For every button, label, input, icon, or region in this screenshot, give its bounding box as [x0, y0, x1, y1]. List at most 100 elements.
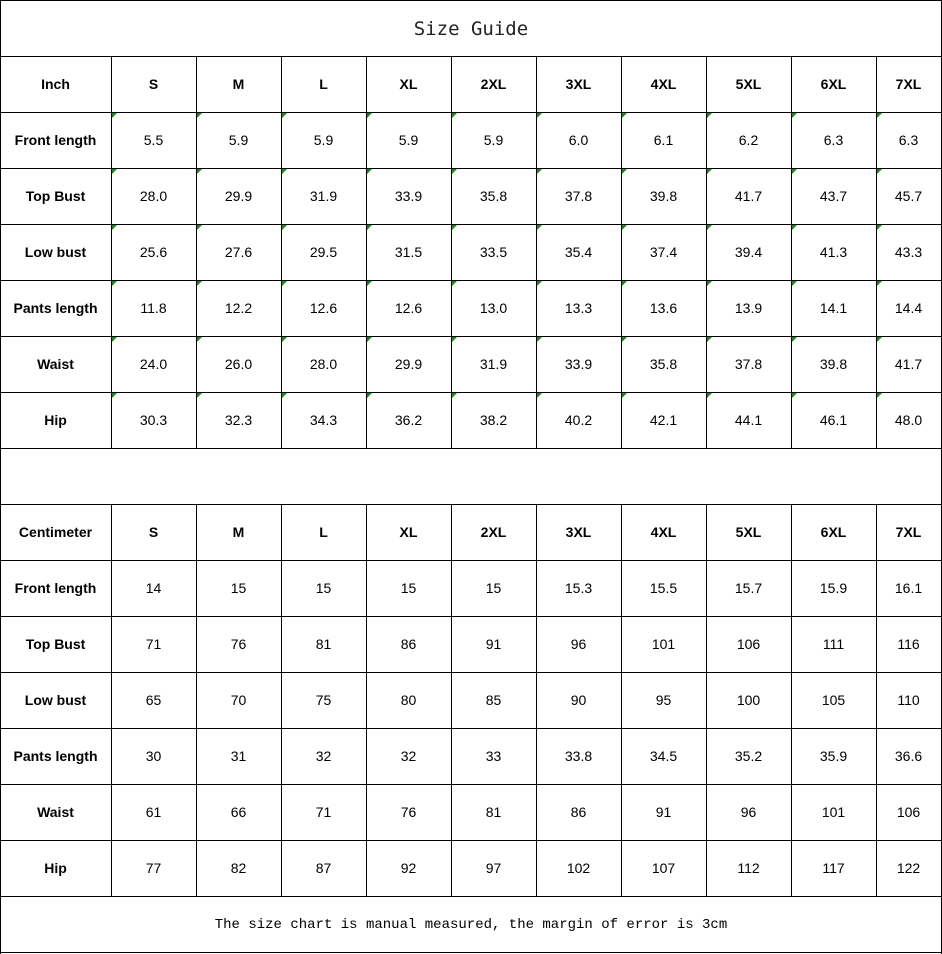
cell-marker-icon [282, 113, 287, 118]
measurement-cell: 96 [570, 636, 587, 652]
measurement-cell: 75 [315, 692, 332, 708]
measurement-cell: 36.6 [894, 748, 923, 764]
grid-line [196, 504, 197, 897]
grid-line [876, 504, 877, 897]
size-header-xl: XL [399, 76, 418, 92]
cell-marker-icon [452, 113, 457, 118]
measurement-cell: 37.4 [649, 244, 678, 260]
measurement-cell: 107 [651, 860, 676, 876]
measurement-cell: 12.2 [224, 300, 253, 316]
measurement-cell: 16.1 [894, 580, 923, 596]
measurement-cell: 36.2 [394, 412, 423, 428]
measurement-cell: 39.4 [734, 244, 763, 260]
grid-line [451, 504, 452, 897]
grid-line [791, 504, 792, 897]
cell-marker-icon [707, 169, 712, 174]
measurement-cell: 97 [485, 860, 502, 876]
grid-line [0, 336, 942, 337]
measurement-cell: 33.9 [394, 188, 423, 204]
cell-marker-icon [792, 113, 797, 118]
size-header-m: M [232, 524, 245, 540]
measurement-cell: 13.3 [564, 300, 593, 316]
grid-line [0, 448, 942, 449]
measurement-cell: 81 [315, 636, 332, 652]
measurement-cell: 14 [145, 580, 162, 596]
grid-line [621, 504, 622, 897]
measurement-cell: 46.1 [819, 412, 848, 428]
size-header-6xl: 6XL [820, 76, 847, 92]
size-header-l: L [319, 76, 328, 92]
measurement-cell: 5.9 [313, 132, 334, 148]
cell-marker-icon [707, 337, 712, 342]
cell-marker-icon [367, 393, 372, 398]
measurement-cell: 31.9 [479, 356, 508, 372]
grid-line [0, 280, 942, 281]
grid-line [706, 56, 707, 449]
cell-marker-icon [792, 337, 797, 342]
row-label: Hip [44, 412, 67, 428]
cell-marker-icon [282, 281, 287, 286]
row-label: Waist [37, 804, 74, 820]
measurement-cell: 106 [896, 804, 921, 820]
size-header-m: M [232, 76, 245, 92]
grid-line [791, 56, 792, 449]
measurement-cell: 5.5 [143, 132, 164, 148]
measurement-cell: 5.9 [398, 132, 419, 148]
cell-marker-icon [537, 393, 542, 398]
measurement-cell: 102 [566, 860, 591, 876]
cell-marker-icon [452, 225, 457, 230]
measurement-cell: 15 [485, 580, 502, 596]
measurement-cell: 66 [230, 804, 247, 820]
grid-line [0, 56, 942, 57]
measurement-cell: 33.5 [479, 244, 508, 260]
measurement-cell: 65 [145, 692, 162, 708]
row-label: Low bust [24, 692, 87, 708]
measurement-cell: 43.3 [894, 244, 923, 260]
row-label: Front length [14, 132, 97, 148]
cell-marker-icon [877, 225, 882, 230]
size-header-5xl: 5XL [735, 524, 762, 540]
measurement-cell: 91 [485, 636, 502, 652]
row-label: Top Bust [25, 188, 86, 204]
measurement-cell: 30 [145, 748, 162, 764]
unit-label: Inch [41, 76, 70, 92]
measurement-cell: 31 [230, 748, 247, 764]
cell-marker-icon [792, 281, 797, 286]
footnote: The size chart is manual measured, the m… [214, 916, 728, 933]
size-header-4xl: 4XL [650, 524, 677, 540]
grid-line [536, 56, 537, 449]
grid-line [111, 504, 112, 897]
measurement-cell: 32 [315, 748, 332, 764]
measurement-cell: 38.2 [479, 412, 508, 428]
measurement-cell: 15 [315, 580, 332, 596]
measurement-cell: 13.6 [649, 300, 678, 316]
measurement-cell: 106 [736, 636, 761, 652]
cell-marker-icon [622, 393, 627, 398]
measurement-cell: 39.8 [819, 356, 848, 372]
row-label: Low bust [24, 244, 87, 260]
cell-marker-icon [452, 281, 457, 286]
grid-line [111, 56, 112, 449]
cell-marker-icon [367, 113, 372, 118]
measurement-cell: 34.3 [309, 412, 338, 428]
cell-marker-icon [622, 337, 627, 342]
measurement-cell: 15.7 [734, 580, 763, 596]
measurement-cell: 111 [822, 636, 845, 652]
measurement-cell: 43.7 [819, 188, 848, 204]
measurement-cell: 33.8 [564, 748, 593, 764]
cell-marker-icon [877, 281, 882, 286]
measurement-cell: 85 [485, 692, 502, 708]
cell-marker-icon [197, 337, 202, 342]
cell-marker-icon [707, 393, 712, 398]
grid-line [0, 168, 942, 169]
measurement-cell: 5.9 [228, 132, 249, 148]
cell-marker-icon [622, 113, 627, 118]
measurement-cell: 11.8 [140, 300, 167, 316]
measurement-cell: 82 [230, 860, 247, 876]
cell-marker-icon [622, 169, 627, 174]
measurement-cell: 86 [400, 636, 417, 652]
cell-marker-icon [452, 393, 457, 398]
measurement-cell: 34.5 [649, 748, 678, 764]
measurement-cell: 28.0 [309, 356, 338, 372]
